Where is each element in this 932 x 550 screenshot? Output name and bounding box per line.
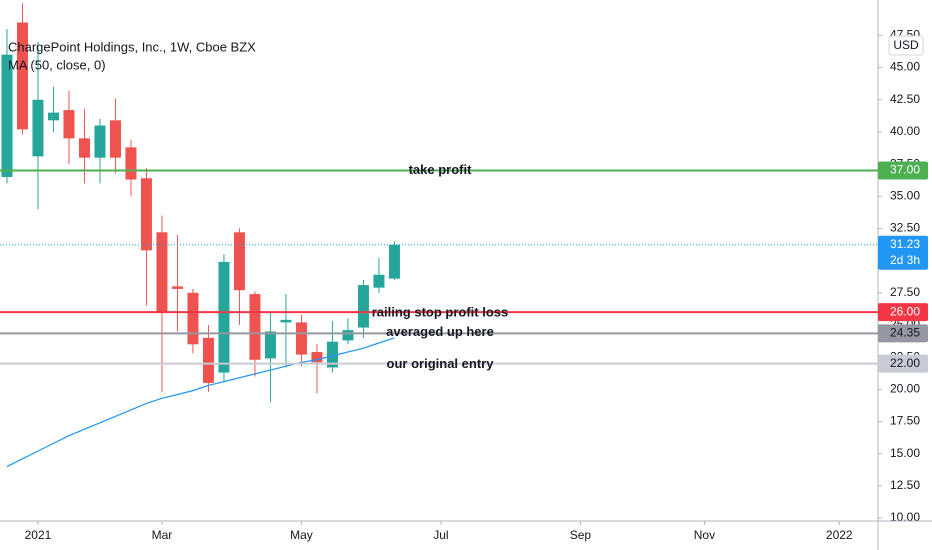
y-tick-label: 27.50 [890,285,920,299]
candle-body [311,352,323,363]
candle-body [342,330,354,341]
y-tick-label: 20.00 [890,382,920,396]
indicator-label: MA (50, close, 0) [8,57,106,72]
candle-body [357,285,369,328]
level-badge [878,303,928,322]
y-tick-label: 15.00 [890,446,920,460]
candle-body [47,112,59,121]
y-tick-label: 32.50 [890,221,920,235]
level-badge [878,161,928,180]
y-tick-label: 42.50 [890,92,920,106]
level-badge [878,354,928,373]
candle-body [280,319,292,323]
candle-body [326,341,338,368]
candle-body [187,292,199,345]
level-label: 22.00 [890,356,920,370]
candle-body [140,178,152,251]
level-annotation: our original entry [387,356,495,371]
candle-body [78,138,90,158]
candle-body [202,337,214,383]
candle-body [373,274,385,288]
candle-body [63,110,75,139]
level-label: 26.00 [890,304,920,318]
last-price-badge [878,235,928,270]
level-annotation: averaged up here [386,324,494,339]
candle-body [295,322,307,355]
x-tick-label: Nov [694,528,715,542]
level-annotation: railing stop profit loss [372,305,509,320]
currency-box[interactable] [888,35,924,56]
x-tick-label: Jul [433,528,448,542]
level-badge [878,324,928,343]
y-tick-label: 40.00 [890,124,920,138]
candle-body [1,54,13,177]
x-tick-label: Mar [152,528,173,542]
candle-body [249,294,261,360]
candle-body [218,261,230,373]
y-tick-label: 10.00 [890,510,920,524]
level-annotation: take profit [409,162,473,177]
overlay: 31.23 2d 3h take profit 37.00 railing stop p… [0,161,928,373]
candle-body [388,244,400,279]
x-tick-label: 2022 [826,528,853,542]
candle-body [109,120,121,158]
y-tick-label: 17.50 [890,414,920,428]
candle-body [171,286,183,289]
candle-body [233,232,245,291]
candle-body [125,147,137,180]
candle-body [156,232,168,313]
level-label: 24.35 [890,326,920,340]
candle-body [16,22,28,130]
chart-title: ChargePoint Holdings, Inc., 1W, Cboe BZX [8,39,256,54]
last-price-label: 31.23 [890,237,920,251]
candle-body [94,125,106,158]
y-tick-label: 45.00 [890,60,920,74]
y-tick-label: 12.50 [890,478,920,492]
x-tick-label: 2021 [25,528,52,542]
level-label: 37.00 [890,163,920,177]
candle-body [32,99,44,157]
x-tick-label: Sep [570,528,592,542]
candle-body [264,331,276,359]
y-tick-label: 35.00 [890,188,920,202]
countdown-label: 2d 3h [890,253,920,267]
x-tick-label: May [290,528,313,542]
moving-average [6,337,395,468]
currency[interactable]: USD [893,38,919,52]
